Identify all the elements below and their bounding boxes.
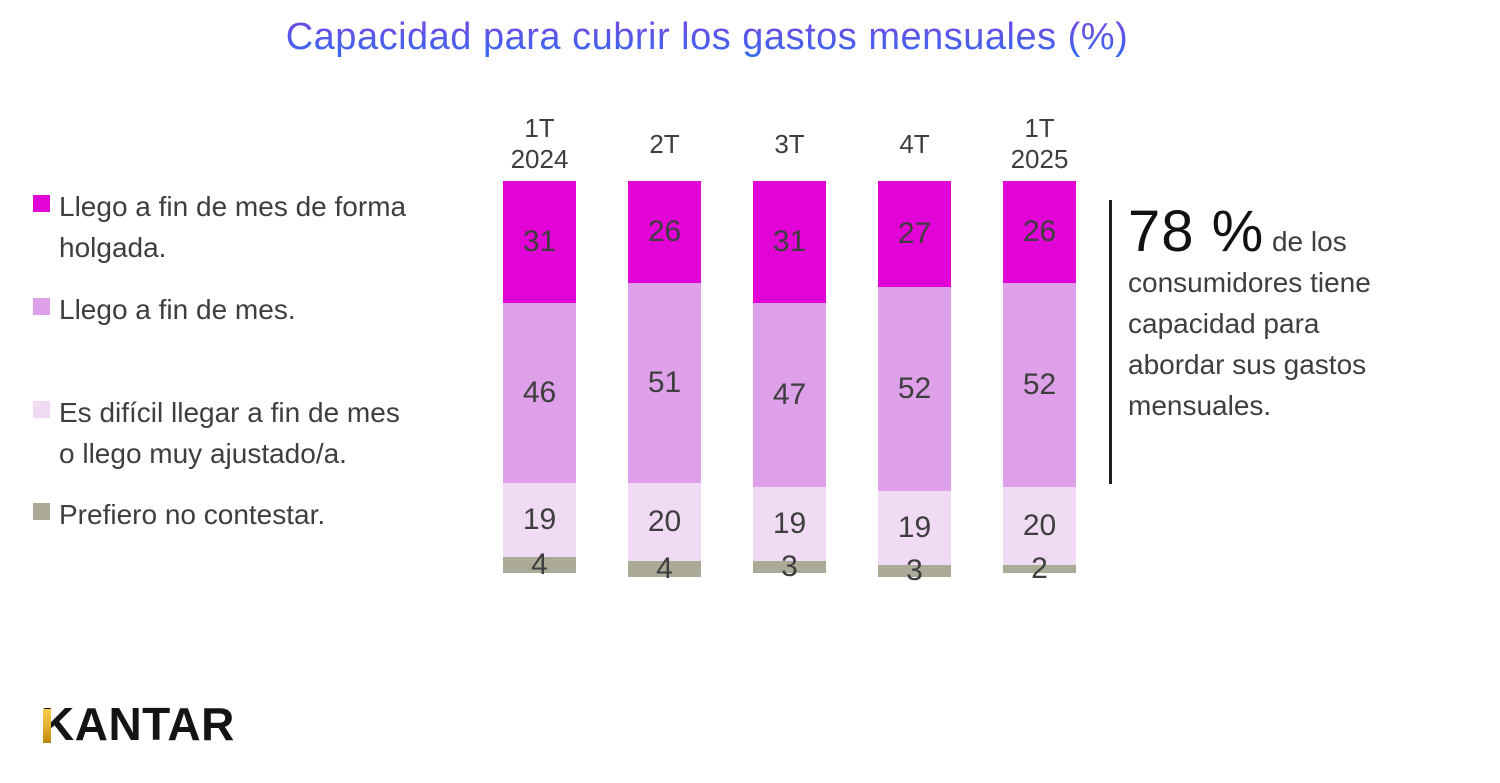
bar-column: 1T 2024 31 46 19 4 bbox=[503, 107, 576, 581]
bar-value-label: 4 bbox=[656, 552, 673, 586]
bar-value-label: 19 bbox=[772, 506, 807, 540]
bar-segment: 26 bbox=[628, 181, 701, 283]
legend-label: Prefiero no contestar. bbox=[59, 499, 326, 530]
bar-value-label: 4 bbox=[531, 548, 548, 582]
bar-value-label: 31 bbox=[522, 224, 557, 258]
bar-value-label: 51 bbox=[647, 365, 682, 399]
category-label: 3T bbox=[774, 128, 805, 159]
bar-column: 1T 2025 26 52 20 2 bbox=[1003, 107, 1076, 585]
bar-segment: 26 bbox=[1003, 181, 1076, 283]
bar-value-label: 3 bbox=[781, 550, 798, 584]
bar-segment: 52 bbox=[1003, 282, 1076, 487]
legend-label: Llego a fin de mes. bbox=[59, 294, 296, 325]
legend-label: Llego a fin de mes de forma holgada. bbox=[59, 191, 407, 263]
category-label: 1T 2025 bbox=[1010, 113, 1069, 174]
logo-text: KANTAR bbox=[41, 698, 235, 750]
bar-value-label: 19 bbox=[897, 510, 932, 544]
legend-swatch-holgada bbox=[33, 195, 50, 212]
legend-swatch-dificil bbox=[33, 401, 50, 418]
bar-value-label: 52 bbox=[1022, 367, 1057, 401]
bar-segment: 47 bbox=[753, 302, 826, 487]
category-label: 4T bbox=[899, 128, 930, 159]
bar-value-label: 27 bbox=[897, 216, 932, 250]
bar-value-label: 19 bbox=[522, 503, 557, 537]
bar-segment: 4 bbox=[503, 548, 576, 581]
bar-segment: 19 bbox=[753, 486, 826, 562]
bar-value-label: 47 bbox=[772, 377, 807, 411]
bar-segment: 4 bbox=[628, 552, 701, 585]
stacked-bar: 27 52 19 3 bbox=[878, 181, 951, 587]
annotation-text: 78 % de los consumidores tiene capacidad… bbox=[1128, 203, 1400, 426]
bar-segment: 3 bbox=[753, 550, 826, 583]
bar-column: 2T 26 51 20 4 bbox=[628, 107, 701, 585]
bar-segment: 27 bbox=[878, 181, 951, 287]
annotation-stat-value: 78 % bbox=[1128, 199, 1265, 264]
bar-value-label: 20 bbox=[647, 505, 682, 538]
bar-segment: 20 bbox=[1003, 486, 1076, 566]
stacked-bar: 31 47 19 3 bbox=[753, 181, 826, 583]
legend-item: Prefiero no contestar. bbox=[33, 494, 413, 535]
legend-item: Llego a fin de mes. bbox=[33, 289, 413, 330]
legend-swatch-no-contesta bbox=[33, 503, 50, 520]
bar-value-label: 26 bbox=[647, 214, 682, 248]
bar-segment: 52 bbox=[878, 286, 951, 491]
annotation-divider-line bbox=[1109, 200, 1112, 484]
chart-title: Capacidad para cubrir los gastos mensual… bbox=[0, 16, 1414, 59]
bar-segment: 2 bbox=[1003, 552, 1076, 585]
bar-value-label: 46 bbox=[522, 375, 557, 409]
bar-segment: 19 bbox=[878, 490, 951, 566]
bar-segment: 31 bbox=[753, 181, 826, 303]
stacked-bar: 26 51 20 4 bbox=[628, 181, 701, 585]
legend-swatch-fin-de-mes bbox=[33, 298, 50, 315]
bar-segment: 20 bbox=[628, 482, 701, 562]
bar-value-label: 3 bbox=[906, 554, 923, 587]
bar-segment: 31 bbox=[503, 181, 576, 303]
bar-value-label: 20 bbox=[1022, 508, 1057, 542]
bar-segment: 46 bbox=[503, 302, 576, 483]
category-label: 1T 2024 bbox=[510, 113, 569, 174]
stacked-bar: 31 46 19 4 bbox=[503, 181, 576, 581]
stacked-bar: 26 52 20 2 bbox=[1003, 181, 1076, 585]
bar-value-label: 26 bbox=[1022, 214, 1057, 248]
bar-segment: 51 bbox=[628, 282, 701, 483]
bar-value-label: 52 bbox=[897, 371, 932, 405]
bar-value-label: 31 bbox=[772, 224, 807, 258]
legend-item: Es difícil llegar a fin de mes o llego m… bbox=[33, 392, 413, 474]
bar-segment: 19 bbox=[503, 482, 576, 558]
annotation-stat-text: de los consumidores tiene capacidad para… bbox=[1128, 226, 1371, 421]
bar-segment: 3 bbox=[878, 554, 951, 587]
legend-label: Es difícil llegar a fin de mes o llego m… bbox=[59, 397, 400, 469]
bar-column: 4T 27 52 19 3 bbox=[878, 107, 951, 587]
legend-item: Llego a fin de mes de forma holgada. bbox=[33, 186, 413, 268]
kantar-logo: KANTAR bbox=[41, 701, 241, 751]
logo-gold-bar bbox=[43, 709, 51, 743]
category-label: 2T bbox=[649, 128, 680, 159]
bar-value-label: 2 bbox=[1031, 552, 1048, 586]
bar-column: 3T 31 47 19 3 bbox=[753, 107, 826, 583]
